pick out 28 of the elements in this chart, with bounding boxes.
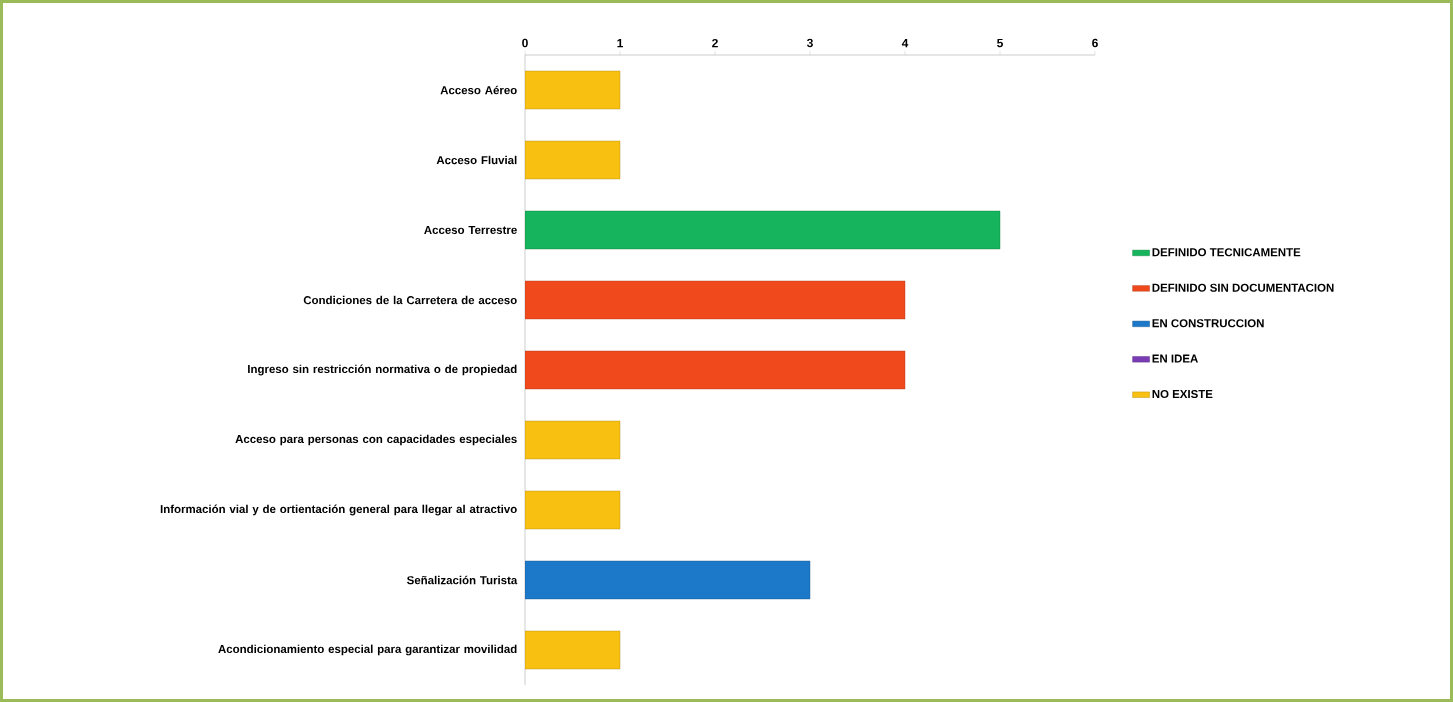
y-tick-label: Acondicionamiento especial para garantizar movilidad	[218, 644, 517, 656]
x-tick-label: 5	[997, 38, 1003, 48]
bar	[525, 140, 621, 180]
legend-label: NO EXISTE	[1152, 389, 1213, 399]
x-tick-label: 6	[1092, 38, 1098, 48]
y-tick-label: Información vial y de ortientación general para llegar al atractivo	[160, 504, 517, 516]
y-tick-label: Acceso Fluvial	[436, 155, 517, 165]
x-tick-label: 2	[712, 38, 718, 48]
x-tick-label: 3	[806, 38, 813, 48]
bar	[525, 280, 906, 320]
y-tick-label: Acceso Terrestre	[424, 226, 517, 234]
y-tick-label: Ingreso sin restricción normativa o de propiedad	[248, 364, 517, 376]
x-tick-label: 4	[901, 39, 909, 48]
x-tick-label: 0	[522, 38, 528, 48]
bar	[525, 490, 621, 530]
legend-label: EN IDEA	[1152, 354, 1198, 363]
y-tick-label: Acceso Aéreo	[440, 85, 517, 95]
legend-label: DEFINIDO SIN DOCUMENTACION	[1152, 283, 1334, 292]
legend-label: DEFINIDO TECNICAMENTE	[1152, 248, 1301, 257]
x-tick-label: 1	[617, 39, 623, 48]
bar	[525, 630, 621, 670]
y-tick-label: Señalización Turista	[406, 575, 518, 585]
bar	[525, 420, 621, 460]
bar	[525, 350, 906, 390]
legend-label: EN CONSTRUCCION	[1152, 319, 1264, 328]
y-tick-label: Acceso para personas con capacidades especiales	[235, 434, 517, 446]
bar	[525, 70, 621, 110]
y-tick-label: Condiciones de la Carretera de acceso	[303, 295, 517, 305]
